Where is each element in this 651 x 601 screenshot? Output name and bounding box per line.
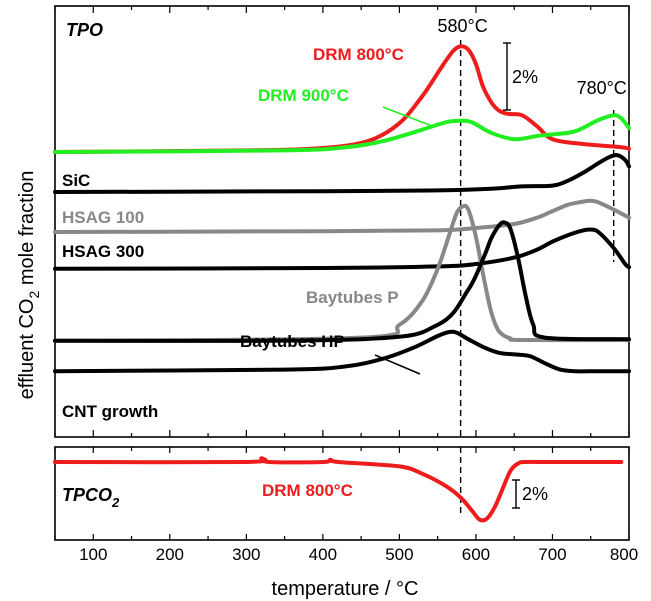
bottom-scale-label: 2%	[522, 484, 548, 504]
top-series-hsag-300	[53, 227, 631, 271]
x-tick-label-100: 100	[79, 545, 107, 564]
top-series-cnt-growth	[53, 329, 631, 374]
y-axis-label: effluent CO2 mole fraction	[16, 171, 42, 400]
top-scale-label: 2%	[512, 67, 538, 87]
x-tick-label-600: 600	[462, 545, 490, 564]
x-tick-label-700: 700	[538, 545, 566, 564]
bottom-panel-frame	[54, 446, 630, 541]
top-label-baytubes-hp: Baytubes HP	[240, 332, 345, 351]
top-label-cnt-growth: CNT growth	[62, 402, 158, 421]
x-tick-label-800: 800	[610, 545, 638, 564]
bottom-panel-title: TPCO2	[62, 485, 120, 510]
top-series-baytubes-p	[53, 203, 631, 343]
x-tick-label-500: 500	[385, 545, 413, 564]
top-leader-baytubes-hp	[374, 354, 421, 375]
top-leader-drm-900c	[382, 106, 433, 127]
x-tick-label-400: 400	[309, 545, 337, 564]
labels: 580°C 780°C DRM 800°C DRM 900°C SiC HSAG 100 H…	[62, 16, 627, 510]
top-series-sic	[53, 153, 631, 194]
top-series-baytubes-hp	[53, 220, 631, 343]
top-label-sic: SiC	[62, 171, 90, 190]
top-label-hsag-100: HSAG 100	[62, 208, 144, 227]
top-panel-frame	[54, 5, 630, 438]
top-label-hsag-300: HSAG 300	[62, 242, 144, 261]
top-label-drm-800c: DRM 800°C	[313, 45, 404, 64]
x-tick-label-300: 300	[232, 545, 260, 564]
top-label-baytubes-p: Baytubes P	[306, 288, 399, 307]
top-series-hsag-100	[53, 198, 631, 234]
reference-label-580: 580°C	[438, 16, 488, 36]
top-label-drm-900c: DRM 900°C	[258, 86, 349, 105]
x-tick-label-200: 200	[156, 545, 184, 564]
reference-label-780: 780°C	[577, 78, 627, 98]
axis-ticks: 100 200 300 400 500 600 700 800	[54, 6, 638, 564]
bottom-label-drm-800c: DRM 800°C	[262, 481, 353, 500]
reference-lines	[459, 40, 615, 515]
top-panel-title: TPO	[66, 20, 103, 40]
curves	[53, 44, 631, 523]
x-axis-label: temperature / °C	[272, 578, 419, 600]
top-series-drm-900c	[53, 113, 631, 154]
bottom-series-drm-800c	[53, 456, 624, 523]
